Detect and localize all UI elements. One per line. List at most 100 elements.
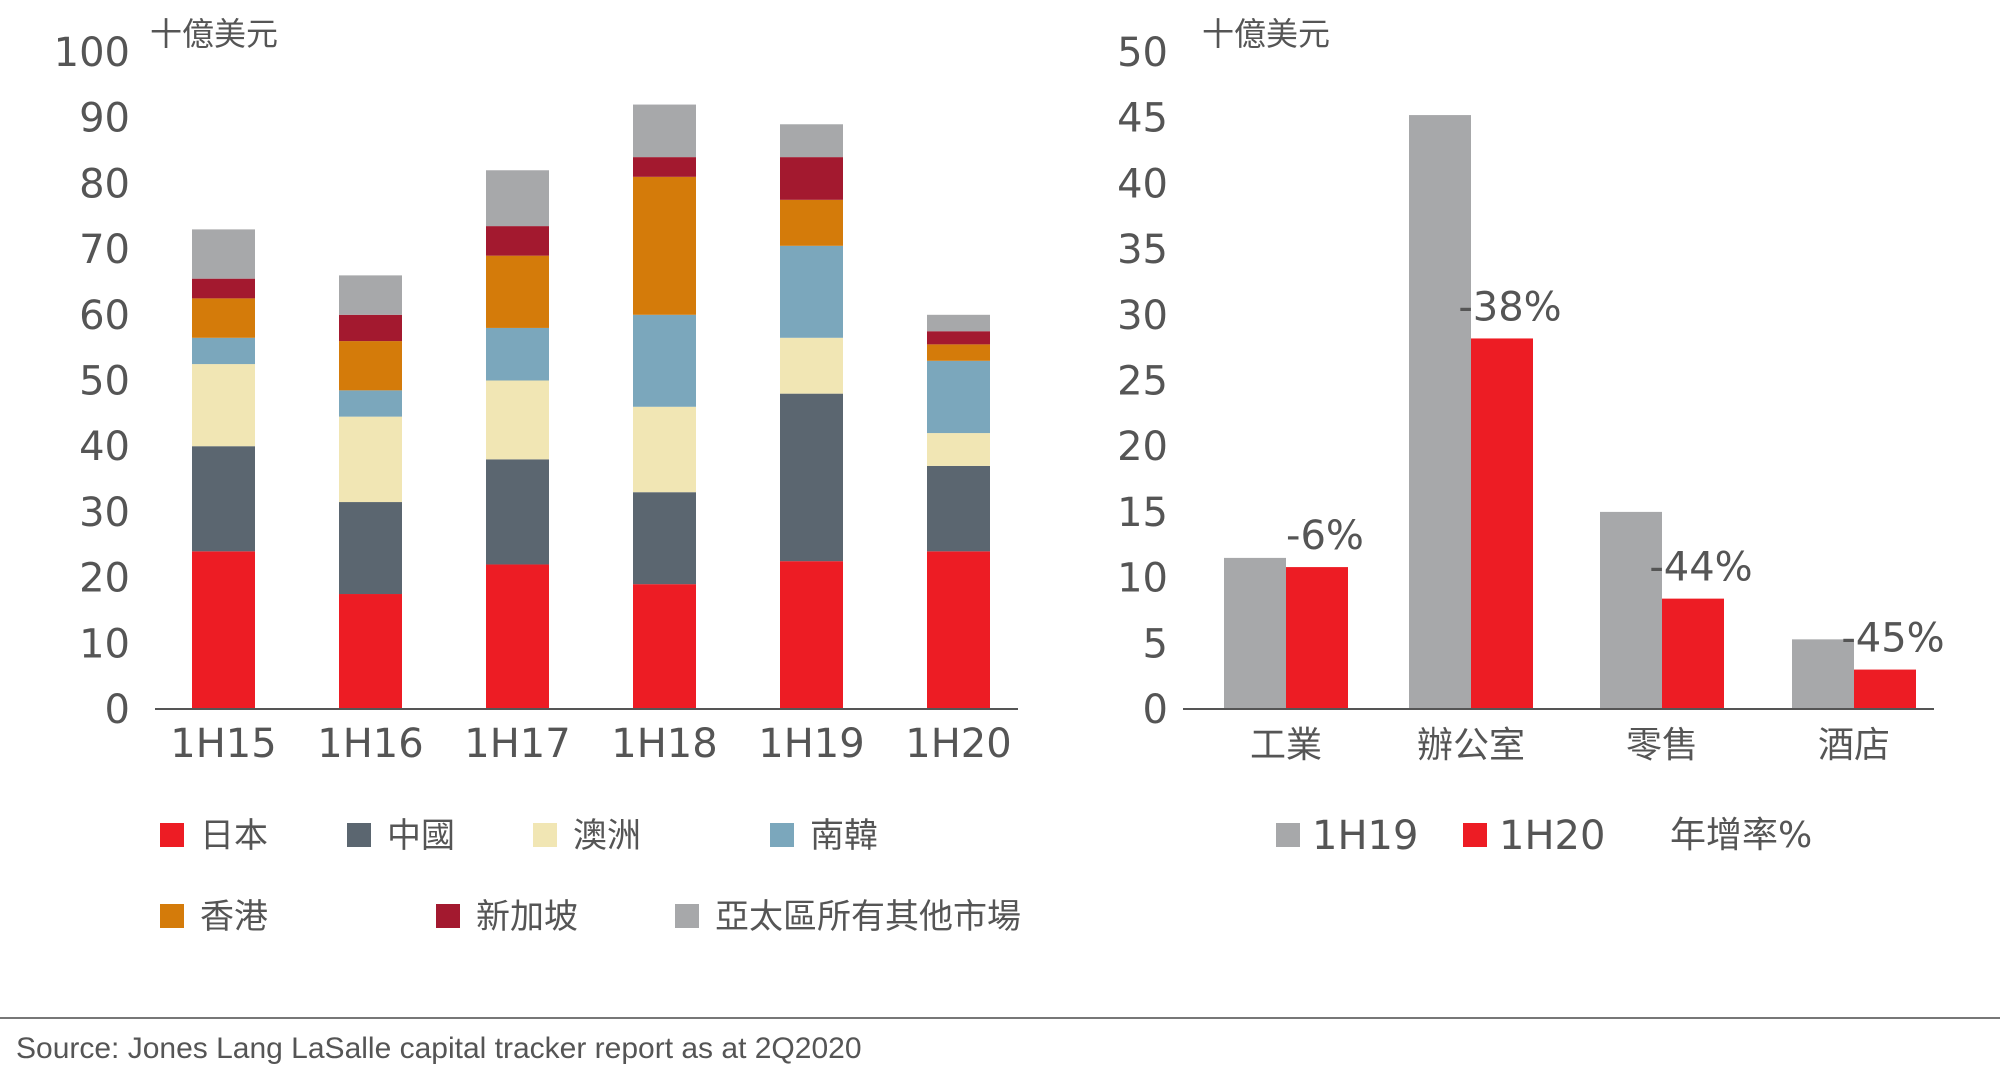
right-bars xyxy=(1224,115,1916,709)
left-x-tick-label: 1H15 xyxy=(170,721,276,767)
bar-segment-1H19-0 xyxy=(780,561,843,709)
bar-酒店-1H20 xyxy=(1854,669,1916,709)
bar-segment-1H16-1 xyxy=(339,502,402,595)
bar-segment-1H18-3 xyxy=(633,314,696,407)
legend-label: 亞太區所有其他市場 xyxy=(715,897,1021,937)
bar-segment-1H19-5 xyxy=(780,157,843,200)
bar-segment-1H20-3 xyxy=(927,360,990,434)
bar-segment-1H18-2 xyxy=(633,406,696,493)
left-stacked-bar-chart: 十億美元 0 10 20 30 40 50 60 70 80 90 100 1H15 1H16 1H17… xyxy=(54,15,1021,937)
left-y-tick-label: 80 xyxy=(79,161,130,207)
bar-segment-1H18-6 xyxy=(633,104,696,158)
legend-label: 1H20 xyxy=(1499,813,1605,859)
left-y-tick-label: 10 xyxy=(79,621,130,667)
bar-segment-1H20-4 xyxy=(927,344,990,361)
legend-swatch xyxy=(160,823,184,847)
bar-segment-1H17-1 xyxy=(486,459,549,565)
right-unit-label: 十億美元 xyxy=(1202,15,1330,53)
bar-segment-1H20-1 xyxy=(927,465,990,552)
right-x-tick-label: 零售 xyxy=(1626,725,1698,766)
legend-label: 中國 xyxy=(387,816,455,856)
right-x-tick-label: 酒店 xyxy=(1818,725,1890,766)
change-annotation: -6% xyxy=(1286,513,1364,559)
right-y-tick-label: 5 xyxy=(1143,621,1168,667)
change-annotation: -45% xyxy=(1841,616,1944,662)
bar-segment-1H15-5 xyxy=(192,278,255,299)
right-y-tick-label: 50 xyxy=(1117,30,1168,76)
legend-label: 香港 xyxy=(200,897,268,937)
bar-segment-1H20-2 xyxy=(927,433,990,466)
legend-label: 南韓 xyxy=(810,816,878,856)
bar-工業-1H20 xyxy=(1286,567,1348,709)
bar-segment-1H17-4 xyxy=(486,255,549,328)
annotation-legend-label: 年增率% xyxy=(1670,815,1812,856)
bar-segment-1H17-3 xyxy=(486,327,549,381)
legend-swatch xyxy=(675,904,699,928)
left-y-tick-label: 20 xyxy=(79,556,130,602)
bar-酒店-1H19 xyxy=(1792,639,1854,709)
right-x-tick-label: 工業 xyxy=(1250,725,1322,766)
bar-segment-1H17-2 xyxy=(486,380,549,460)
legend-label: 1H19 xyxy=(1312,813,1418,859)
bar-segment-1H17-6 xyxy=(486,170,549,227)
right-y-tick-label: 20 xyxy=(1117,424,1168,470)
bar-segment-1H17-0 xyxy=(486,564,549,709)
source-note: Source: Jones Lang LaSalle capital track… xyxy=(16,1032,862,1065)
bar-segment-1H15-4 xyxy=(192,298,255,338)
bar-segment-1H18-0 xyxy=(633,584,696,709)
bar-segment-1H16-2 xyxy=(339,416,402,503)
bar-segment-1H17-5 xyxy=(486,226,549,256)
left-x-axis-ticks: 1H15 1H16 1H17 1H18 1H19 1H20 xyxy=(170,721,1011,767)
left-x-tick-label: 1H20 xyxy=(905,721,1011,767)
bar-辦公室-1H20 xyxy=(1471,338,1533,709)
right-change-annotations: -6% -38% -44% -45% xyxy=(1286,284,1945,661)
right-y-tick-label: 25 xyxy=(1117,359,1168,405)
bar-segment-1H15-0 xyxy=(192,551,255,709)
bar-零售-1H20 xyxy=(1662,598,1724,709)
right-y-tick-label: 40 xyxy=(1117,161,1168,207)
legend-swatch xyxy=(160,904,184,928)
bar-segment-1H15-1 xyxy=(192,446,255,552)
bar-segment-1H19-3 xyxy=(780,245,843,338)
left-y-tick-label: 90 xyxy=(79,96,130,142)
right-y-tick-label: 10 xyxy=(1117,556,1168,602)
left-y-tick-label: 50 xyxy=(79,359,130,405)
left-y-tick-label: 60 xyxy=(79,293,130,339)
legend-label: 澳洲 xyxy=(573,816,641,856)
left-x-tick-label: 1H19 xyxy=(758,721,864,767)
right-x-tick-label: 辦公室 xyxy=(1417,725,1525,766)
legend-swatch xyxy=(533,823,557,847)
bar-segment-1H20-6 xyxy=(927,314,990,332)
legend-swatch xyxy=(347,823,371,847)
legend-swatch xyxy=(770,823,794,847)
legend-label: 日本 xyxy=(200,816,268,856)
bar-segment-1H18-4 xyxy=(633,176,696,315)
right-y-tick-label: 45 xyxy=(1117,96,1168,142)
bar-segment-1H20-5 xyxy=(927,331,990,345)
left-x-tick-label: 1H17 xyxy=(464,721,570,767)
bar-segment-1H16-6 xyxy=(339,275,402,315)
bar-segment-1H19-2 xyxy=(780,337,843,394)
bar-segment-1H15-3 xyxy=(192,337,255,365)
left-y-tick-label: 0 xyxy=(105,687,130,733)
source-divider xyxy=(0,1017,2000,1019)
right-y-tick-label: 35 xyxy=(1117,227,1168,273)
change-annotation: -44% xyxy=(1649,545,1752,591)
legend-swatch xyxy=(436,904,460,928)
bar-辦公室-1H19 xyxy=(1409,115,1471,709)
bar-segment-1H19-4 xyxy=(780,199,843,246)
bar-segment-1H19-6 xyxy=(780,124,843,158)
bar-工業-1H19 xyxy=(1224,557,1286,709)
bar-segment-1H15-6 xyxy=(192,229,255,279)
left-y-tick-label: 40 xyxy=(79,424,130,470)
left-x-tick-label: 1H16 xyxy=(317,721,423,767)
left-x-tick-label: 1H18 xyxy=(611,721,717,767)
left-bars xyxy=(192,104,990,709)
bar-segment-1H16-3 xyxy=(339,390,402,417)
right-x-axis-ticks: 工業 辦公室 零售 酒店 xyxy=(1250,725,1890,766)
bar-零售-1H19 xyxy=(1600,511,1662,709)
bar-segment-1H16-0 xyxy=(339,594,402,709)
left-unit-label: 十億美元 xyxy=(150,15,278,53)
